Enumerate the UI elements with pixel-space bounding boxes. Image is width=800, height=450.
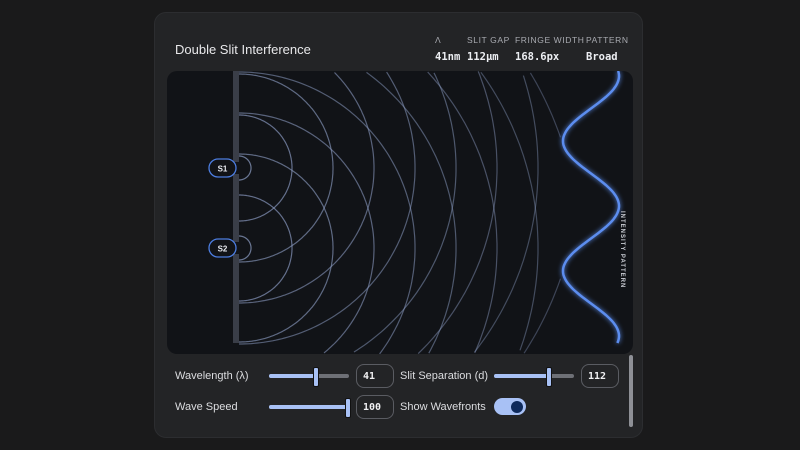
wavefront-ring — [523, 278, 562, 354]
simulation-canvas[interactable]: S1 S2 INTENSITY PATTERN — [167, 71, 633, 354]
wave-speed-label: Wave Speed — [175, 401, 238, 413]
scrollbar[interactable] — [629, 355, 633, 427]
slit-badge-2 — [208, 238, 237, 258]
intensity-curve — [561, 71, 621, 344]
wavefront-ring — [239, 194, 293, 302]
stat-label: SLIT GAP — [467, 35, 510, 45]
wavelength-label: Wavelength (λ) — [175, 370, 249, 382]
intensity-pattern-label: INTENSITY PATTERN — [619, 211, 625, 289]
wavefronts — [239, 71, 562, 354]
wavelength-slider-thumb[interactable] — [313, 367, 320, 387]
barrier — [233, 71, 239, 343]
wavefront-ring — [239, 71, 416, 354]
stat-label: Λ — [435, 35, 442, 45]
wavefront-ring — [239, 73, 334, 263]
stat-value: 168.6px — [515, 51, 560, 63]
slit-badge-1 — [208, 158, 237, 178]
stat-value: 112µm — [467, 51, 499, 63]
wavefront-ring — [427, 71, 498, 354]
show-wavefronts-toggle[interactable] — [494, 398, 526, 415]
slider-fill — [269, 405, 349, 409]
wavelength-input[interactable]: 41 — [356, 364, 394, 388]
wavefront-ring — [480, 71, 539, 351]
slider-fill — [269, 374, 316, 378]
slit-separation-slider-thumb[interactable] — [546, 367, 553, 387]
slit-label-1: S1 — [218, 165, 228, 174]
stat-fringe-width: FRINGE WIDTH 168.6px — [515, 35, 585, 63]
slit-separation-slider[interactable] — [494, 367, 574, 387]
stat-value: 41nm — [435, 51, 461, 63]
simulation-card: Double Slit Interference Λ 41nm SLIT GAP 1… — [154, 12, 643, 438]
wavefront-ring — [529, 72, 562, 138]
wavelength-slider[interactable] — [269, 367, 349, 387]
toggle-knob — [511, 400, 523, 413]
wavefront-ring — [239, 235, 252, 261]
wavefront-ring — [239, 114, 293, 222]
wavefront-ring — [239, 153, 334, 343]
wavefront-ring — [366, 71, 457, 354]
stat-slit-gap: SLIT GAP 112µm — [467, 35, 510, 63]
wave-visualization: S1 S2 — [208, 71, 621, 354]
page-title: Double Slit Interference — [175, 42, 311, 57]
stat-wavelength: Λ 41nm — [435, 35, 460, 63]
stat-pattern: PATTERN Broad — [586, 35, 629, 63]
slit-label-2: S2 — [218, 245, 228, 254]
slit-separation-input[interactable]: 112 — [581, 364, 619, 388]
wavefront-ring — [239, 72, 375, 304]
wave-speed-slider-thumb[interactable] — [345, 398, 351, 418]
show-wavefronts-label: Show Wavefronts — [400, 401, 486, 413]
wavefront-ring — [417, 71, 498, 354]
stat-label: PATTERN — [586, 35, 629, 45]
wavefront-ring — [474, 75, 539, 353]
wavefront-ring — [239, 112, 375, 354]
slit-separation-label: Slit Separation (d) — [400, 370, 489, 382]
wavefront-ring — [353, 72, 457, 353]
wavefront-ring — [239, 71, 416, 345]
stat-value: Broad — [586, 51, 618, 63]
wave-speed-slider[interactable] — [269, 398, 351, 418]
slider-fill — [494, 374, 549, 378]
stat-label: FRINGE WIDTH — [515, 35, 585, 45]
wave-speed-input[interactable]: 100 — [356, 395, 394, 419]
wavefront-ring — [239, 155, 252, 181]
